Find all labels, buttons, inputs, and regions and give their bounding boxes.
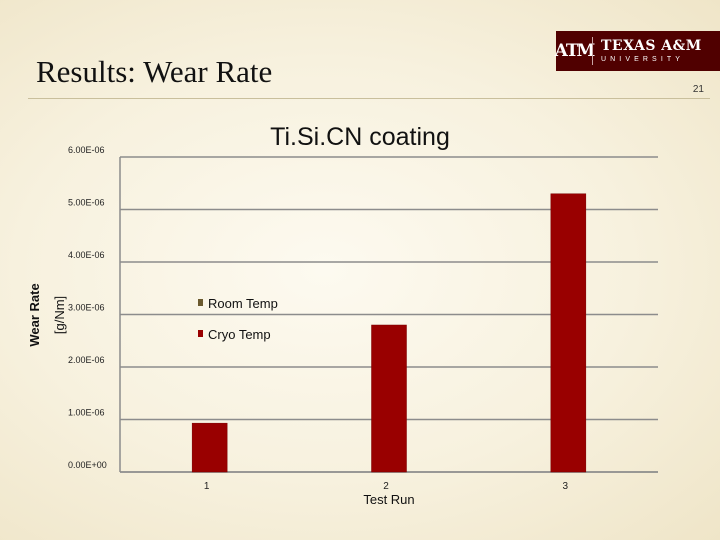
legend: Room Temp Cryo Temp [198, 296, 278, 342]
legend-swatch-cryo-temp [198, 330, 203, 337]
y-tick-label: 3.00E-06 [68, 303, 105, 313]
title-divider [28, 98, 710, 99]
logo-wordmark: TEXAS A&M UNIVERSITY [601, 39, 702, 63]
page-number: 21 [692, 84, 704, 95]
bar-cryo-temp [371, 324, 407, 473]
legend-label-room-temp: Room Temp [208, 296, 278, 311]
y-axis-label: Wear Rate [g/Nm] [27, 283, 67, 346]
y-axis-label-line-2: [g/Nm] [52, 296, 67, 334]
x-axis-label: Test Run [363, 492, 414, 507]
slide-title: Results: Wear Rate [36, 54, 273, 89]
bars [191, 193, 587, 473]
logo-name: TEXAS A&M [601, 38, 702, 54]
y-axis-label-line-1: Wear Rate [27, 283, 42, 346]
bar-cryo-temp [191, 422, 228, 473]
y-tick-label: 1.00E-06 [68, 408, 105, 418]
bar-cryo-temp [550, 193, 587, 473]
y-tick-label: 6.00E-06 [68, 145, 105, 155]
chart-title: Ti.Si.CN coating [270, 123, 450, 151]
y-tick-label: 2.00E-06 [68, 355, 105, 365]
x-tick-labels: 1 2 3 [204, 481, 569, 492]
y-tick-label: 4.00E-06 [68, 250, 105, 260]
x-tick-label: 2 [383, 481, 389, 492]
y-tick-label: 5.00E-06 [68, 198, 105, 208]
y-tick-labels: 0.00E+00 1.00E-06 2.00E-06 3.00E-06 4.00E-06… [68, 145, 107, 470]
legend-swatch-room-temp [198, 299, 203, 306]
x-tick-label: 3 [563, 481, 569, 492]
y-tick-label: 0.00E+00 [68, 460, 107, 470]
logo-subtitle: UNIVERSITY [601, 56, 685, 63]
x-tick-label: 1 [204, 481, 210, 492]
legend-label-cryo-temp: Cryo Temp [208, 327, 271, 342]
logo-divider [592, 37, 593, 65]
